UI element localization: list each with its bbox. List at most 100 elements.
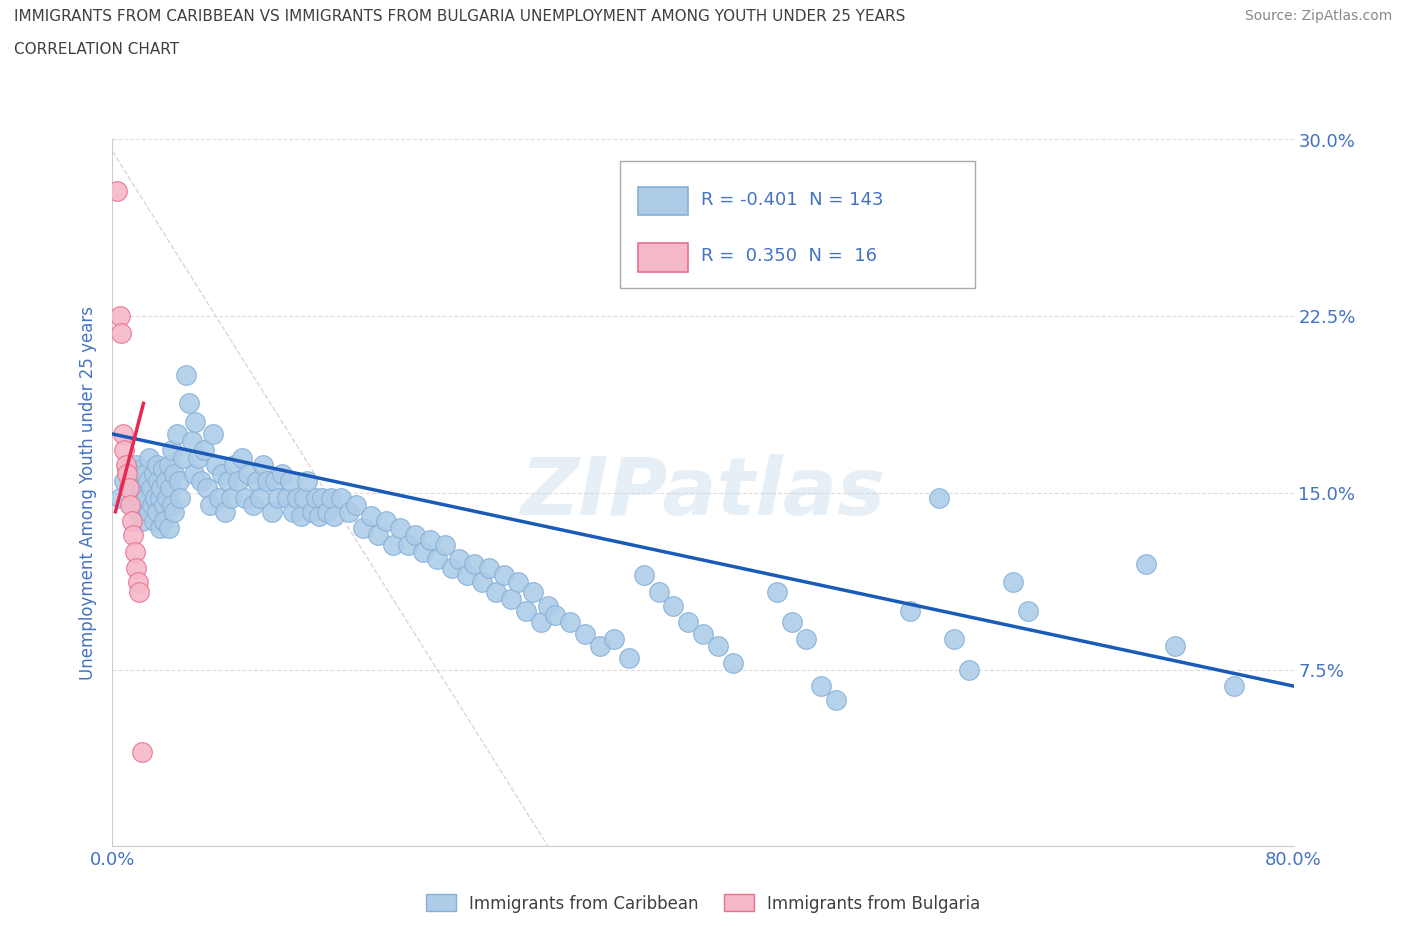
Point (246, 473, 269, 488)
Point (111, 427, 134, 442)
Point (214, 504, 236, 519)
Point (110, 326, 132, 340)
Point (449, 551, 471, 566)
Point (404, 528, 426, 543)
Point (134, 498, 156, 512)
Point (121, 513, 143, 528)
Point (374, 513, 396, 528)
Point (470, 575, 494, 590)
Point (211, 467, 233, 482)
Point (1017, 604, 1039, 618)
Point (127, 490, 149, 505)
Point (112, 473, 135, 488)
Point (226, 473, 249, 488)
Text: IMMIGRANTS FROM CARIBBEAN VS IMMIGRANTS FROM BULGARIA UNEMPLOYMENT AMONG YOUTH U: IMMIGRANTS FROM CARIBBEAN VS IMMIGRANTS … (14, 9, 905, 24)
Point (276, 490, 298, 505)
Point (112, 443, 135, 458)
Point (311, 490, 333, 505)
Point (508, 575, 530, 590)
Point (153, 513, 176, 528)
Point (132, 481, 155, 496)
Point (382, 538, 405, 552)
Point (249, 490, 271, 505)
FancyBboxPatch shape (638, 187, 688, 215)
Point (143, 490, 166, 505)
Point (360, 509, 382, 524)
Point (127, 575, 149, 590)
Point (305, 490, 328, 505)
Point (169, 490, 191, 505)
Point (129, 462, 152, 477)
Point (146, 458, 169, 472)
Point (426, 551, 449, 566)
Point (706, 639, 728, 654)
Point (146, 504, 169, 519)
Point (124, 544, 146, 559)
Point (153, 498, 176, 512)
Point (142, 467, 165, 482)
Point (278, 473, 301, 488)
Point (352, 521, 374, 536)
Point (201, 427, 224, 442)
Point (281, 504, 304, 519)
Point (190, 473, 212, 488)
Point (544, 608, 567, 623)
Point (256, 473, 278, 488)
Point (231, 450, 253, 465)
Point (117, 462, 138, 477)
Point (914, 226, 936, 241)
FancyBboxPatch shape (638, 244, 688, 272)
Point (537, 599, 560, 614)
Point (485, 584, 508, 599)
Text: R =  0.350  N =  16: R = 0.350 N = 16 (700, 247, 876, 265)
Point (411, 544, 433, 559)
Point (157, 458, 180, 472)
Point (463, 556, 485, 571)
Point (120, 498, 142, 512)
Point (389, 521, 412, 536)
Point (128, 473, 150, 488)
Point (149, 521, 172, 536)
Point (195, 481, 218, 496)
Point (433, 538, 456, 552)
Point (136, 473, 159, 488)
Point (692, 627, 714, 642)
Point (633, 568, 655, 583)
Point (108, 309, 131, 324)
Point (238, 467, 260, 482)
Point (138, 504, 160, 519)
Point (264, 473, 287, 488)
Point (193, 443, 215, 458)
Point (574, 627, 596, 642)
Point (315, 504, 337, 519)
Point (174, 367, 197, 382)
Point (292, 490, 315, 505)
Point (297, 473, 319, 488)
Point (260, 504, 283, 519)
Point (330, 490, 353, 505)
Point (184, 415, 207, 430)
Point (367, 528, 389, 543)
Point (603, 631, 626, 646)
Point (128, 504, 150, 519)
Point (152, 462, 174, 477)
Point (456, 568, 478, 583)
Point (160, 498, 183, 512)
Point (824, 693, 846, 708)
Point (319, 490, 342, 505)
Point (267, 490, 290, 505)
Y-axis label: Unemployment Among Youth under 25 years: Unemployment Among Youth under 25 years (79, 306, 97, 680)
Point (529, 615, 551, 630)
Point (149, 490, 172, 505)
Point (252, 458, 274, 472)
Point (721, 655, 744, 670)
Point (205, 458, 228, 472)
Point (150, 481, 173, 496)
Point (662, 599, 685, 614)
Point (179, 396, 201, 411)
Point (183, 467, 205, 482)
Point (187, 450, 209, 465)
Point (181, 433, 204, 448)
Point (155, 473, 177, 488)
Point (396, 538, 419, 552)
